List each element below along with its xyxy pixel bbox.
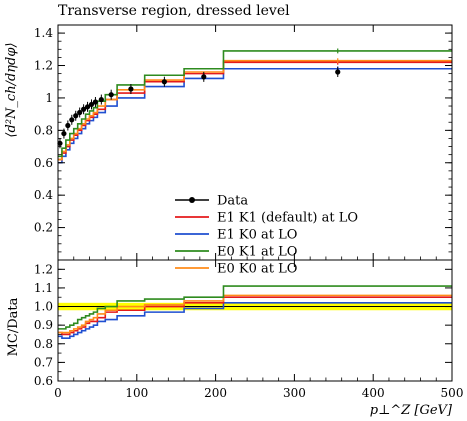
data-point <box>69 117 75 123</box>
xtick-label: 200 <box>204 386 227 400</box>
ratio-ytick-label: 0.9 <box>34 318 53 332</box>
main-ytick-label: 0.6 <box>34 156 53 170</box>
legend: Data E1 K1 (default) at LO E1 K0 at LO E0 K… <box>175 194 358 277</box>
data-point <box>88 101 95 108</box>
xtick-label: 400 <box>362 386 385 400</box>
series-e0-k0-at-lo-histogram <box>58 59 452 161</box>
main-ytick-label: 1.2 <box>34 59 53 73</box>
main-panel: 0.2 0.4 0.6 0.8 1 1.2 1.4 Data E1 K1 (default) a… <box>34 24 453 277</box>
main-ytick-label: 1 <box>45 91 53 105</box>
ratio-ytick-label: 1.2 <box>34 262 53 276</box>
ratio-ytick-label: 0.8 <box>34 337 53 351</box>
legend-label: E0 K0 at LO <box>217 262 297 277</box>
x-axis-label: p⊥^Z [GeV] <box>370 403 453 418</box>
ratio-panel: 0.6 0.7 0.8 0.9 1.0 1.1 1.2 0 100 200 300 400 500 <box>34 259 464 400</box>
xtick-label: 0 <box>54 386 62 400</box>
data-point <box>77 109 83 116</box>
data-point <box>61 130 67 137</box>
main-ytick-label: 1.4 <box>34 26 53 40</box>
series-e1-k1-default-at-lo-histogram <box>58 61 452 161</box>
data-point <box>92 99 99 105</box>
ratio-e0-k1-at-lo-histogram <box>58 285 452 330</box>
data-point <box>201 74 207 80</box>
ratio-ytick-label: 0.7 <box>34 355 53 369</box>
main-ytick-label: 0.2 <box>34 221 53 235</box>
main-ylabel: ⟨d²N_ch/dηdφ⟩ <box>4 42 19 137</box>
data-point <box>81 106 87 112</box>
ratio-ytick-label: 1.1 <box>34 281 53 295</box>
series-e1-k0-at-lo-histogram <box>58 67 452 164</box>
data-point <box>335 69 341 75</box>
main-ytick-label: 0.4 <box>34 188 53 202</box>
xtick-label: 300 <box>283 386 306 400</box>
legend-data-marker <box>189 197 195 203</box>
data-point <box>128 86 134 92</box>
legend-label: E1 K1 (default) at LO <box>217 211 358 226</box>
ratio-ytick-label: 0.6 <box>34 374 53 388</box>
data-point <box>108 92 114 98</box>
main-ytick-label: 0.8 <box>34 123 53 137</box>
chart-title: Transverse region, dressed level <box>58 3 290 19</box>
legend-label: E0 K1 at LO <box>217 245 297 260</box>
data-point <box>84 104 91 110</box>
data-point <box>57 140 63 146</box>
ratio-frame <box>57 259 453 382</box>
xtick-label: 500 <box>441 386 464 400</box>
legend-label: Data <box>217 194 248 209</box>
ratio-ylabel: MC/Data <box>6 297 21 356</box>
legend-label: E1 K0 at LO <box>217 228 297 243</box>
data-point <box>73 113 79 119</box>
series-e0-k1-at-lo-histogram <box>58 50 452 158</box>
xtick-label: 100 <box>125 386 148 400</box>
data-point <box>98 96 104 103</box>
ratio-e0-k0-at-lo-histogram <box>58 294 452 334</box>
data-point <box>161 79 167 85</box>
ratio-e1-k0-at-lo-histogram <box>58 302 452 339</box>
data-point <box>65 122 71 129</box>
ratio-ytick-label: 1.0 <box>34 300 53 314</box>
